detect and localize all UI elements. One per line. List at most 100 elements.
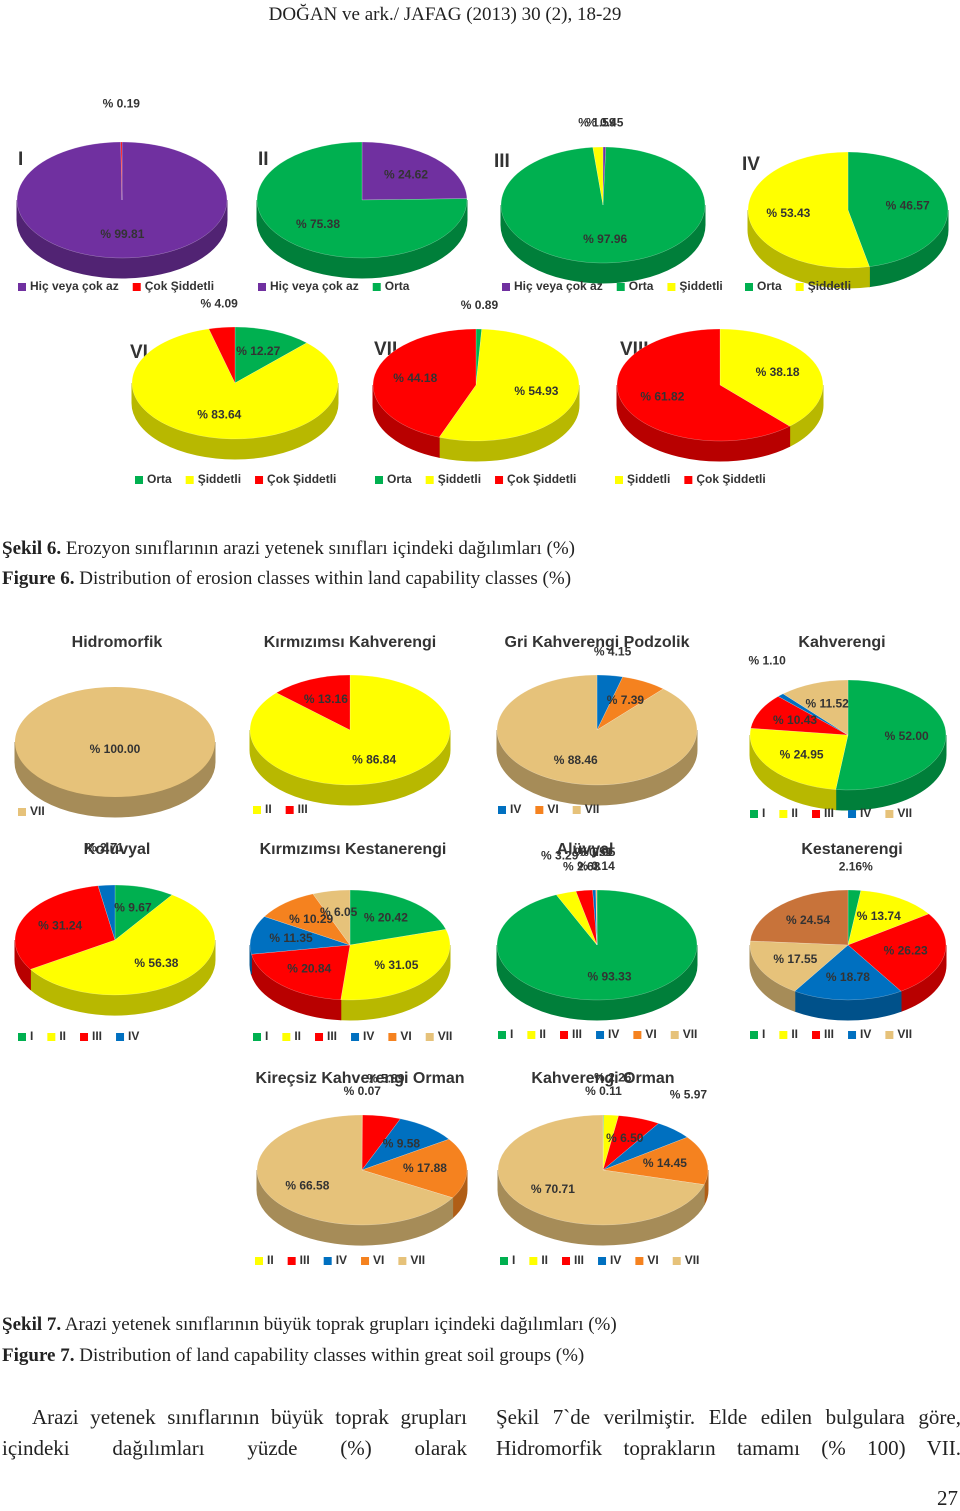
value-label: % 54.93 — [514, 384, 558, 398]
value-label: % 13.74 — [857, 909, 901, 923]
value-label: % 20.84 — [287, 961, 331, 975]
legend-swatch — [80, 1033, 88, 1041]
caption-text: Distribution of land capability classes … — [79, 1345, 584, 1366]
value-label: % 99.81 — [100, 227, 144, 241]
value-label: % 88.46 — [554, 753, 598, 767]
legend-label: III — [298, 802, 308, 816]
legend-swatch — [361, 1257, 369, 1265]
legend-label: II — [267, 1253, 274, 1267]
legend-label: Şiddetli — [198, 472, 241, 486]
legend-label: I — [762, 1027, 765, 1041]
legend-label: I — [510, 1027, 513, 1041]
legend-label: III — [327, 1029, 337, 1043]
legend-label: II — [791, 806, 798, 820]
caption-text: Distribution of erosion classes within l… — [79, 568, 571, 589]
legend-label: Şiddetli — [808, 279, 851, 293]
legend-swatch — [373, 283, 381, 291]
value-label: % 61.82 — [640, 389, 684, 403]
legend-label: Hiç veya çok az — [30, 279, 119, 293]
legend-swatch — [288, 1257, 296, 1265]
legend-label: II — [539, 1027, 546, 1041]
legend-swatch — [750, 810, 758, 818]
caption-label: Şekil 7. — [2, 1314, 61, 1335]
legend-swatch — [253, 806, 261, 814]
caption-text: Arazi yetenek sınıflarının büyük toprak … — [65, 1314, 617, 1335]
value-label: % 86.84 — [352, 752, 396, 766]
legend-label: VII — [30, 804, 45, 818]
value-label: % 11.52 — [805, 696, 849, 710]
legend-label: II — [265, 802, 272, 816]
chart-title: I — [18, 149, 23, 170]
legend-swatch — [18, 808, 26, 816]
legend-label: I — [512, 1253, 515, 1267]
legend-swatch — [615, 476, 623, 484]
legend-swatch — [255, 476, 263, 484]
caption-label: Şekil 6. — [2, 538, 61, 559]
legend-label: Çok Şiddetli — [696, 472, 765, 486]
value-label: % 83.64 — [197, 408, 241, 422]
legend-label: I — [265, 1029, 268, 1043]
value-label: % 0.19 — [103, 97, 141, 111]
legend-swatch — [673, 1257, 681, 1265]
legend-swatch — [617, 283, 625, 291]
legend-label: Şiddetli — [627, 472, 670, 486]
legend-label: Hiç veya çok az — [514, 279, 603, 293]
legend-label: Çok Şiddetli — [507, 472, 576, 486]
legend-label: Orta — [629, 279, 654, 293]
value-label: % 17.88 — [403, 1161, 447, 1175]
legend-swatch — [495, 476, 503, 484]
legend-label: Çok Şiddetli — [267, 472, 336, 486]
value-label: % 2.26 — [594, 1070, 632, 1084]
value-label: % 4.15 — [594, 645, 632, 659]
legend-swatch — [286, 806, 294, 814]
legend-label: II — [791, 1027, 798, 1041]
value-label: % 7.39 — [607, 693, 645, 707]
legend-label: IV — [128, 1029, 139, 1043]
value-label: % 9.67 — [114, 901, 152, 915]
chart-title: Hidromorfik — [72, 634, 163, 651]
value-label: % 70.71 — [531, 1182, 575, 1196]
legend-label: IV — [336, 1253, 347, 1267]
legend-label: VI — [373, 1253, 384, 1267]
value-label: % 31.24 — [38, 919, 82, 933]
legend-swatch — [18, 1033, 26, 1041]
chart-title: IV — [742, 154, 760, 175]
value-label: % 5.89 — [367, 1071, 405, 1085]
legend-label: III — [300, 1253, 310, 1267]
legend-swatch — [848, 1031, 856, 1039]
legend-label: VII — [438, 1029, 453, 1043]
legend-label: VI — [647, 1253, 658, 1267]
value-label: % 17.55 — [773, 952, 817, 966]
page-number: 27 — [937, 1486, 958, 1511]
caption: Şekil 7. Arazi yetenek sınıflarının büyü… — [2, 1314, 617, 1336]
legend-swatch — [498, 1031, 506, 1039]
value-label: % 20.42 — [364, 911, 408, 925]
chart-title: Kestanerengi — [801, 841, 902, 858]
legend-swatch — [671, 1031, 679, 1039]
legend-swatch — [324, 1257, 332, 1265]
caption-text: Erozyon sınıflarının arazi yetenek sınıf… — [66, 538, 575, 559]
legend-swatch — [598, 1257, 606, 1265]
legend-swatch — [500, 1257, 508, 1265]
value-label: % 97.96 — [583, 232, 627, 246]
legend-swatch — [635, 1257, 643, 1265]
legend-label: II — [59, 1029, 66, 1043]
legend-label: VII — [585, 802, 600, 816]
legend-swatch — [18, 283, 26, 291]
legend-swatch — [282, 1033, 290, 1041]
caption-label: Figure 6. — [2, 568, 74, 589]
legend-label: IV — [363, 1029, 374, 1043]
legend-label: IV — [608, 1027, 619, 1041]
legend-swatch — [779, 810, 787, 818]
caption: Şekil 6. Erozyon sınıflarının arazi yete… — [2, 538, 575, 560]
legend-label: III — [824, 1027, 834, 1041]
legend-swatch — [796, 283, 804, 291]
value-label: % 14.45 — [643, 1156, 687, 1170]
legend-label: Hiç veya çok az — [270, 279, 359, 293]
legend-label: IV — [610, 1253, 621, 1267]
value-label: % 0.11 — [585, 1084, 622, 1098]
value-label: % 1.10 — [748, 653, 786, 667]
legend-label: VII — [897, 1027, 912, 1041]
legend-label: VII — [410, 1253, 425, 1267]
